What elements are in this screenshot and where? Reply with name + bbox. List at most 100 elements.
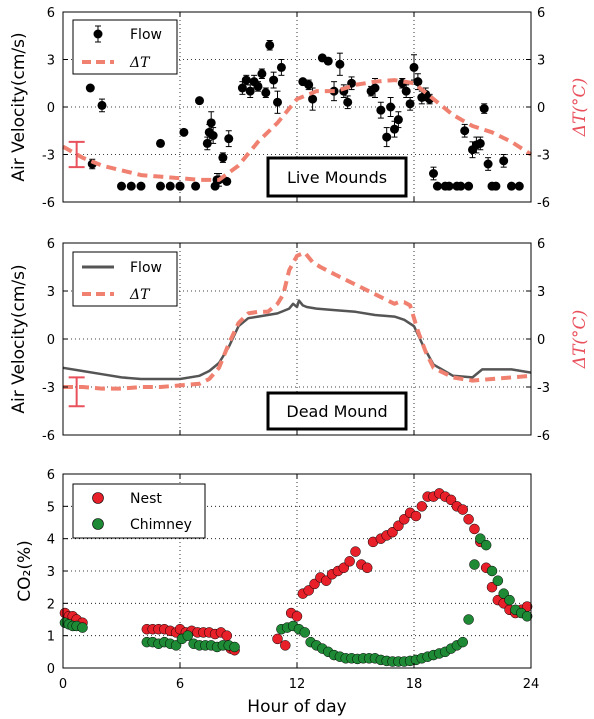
- series-line-flow: [62, 299, 532, 381]
- right-y-tick-label: 3: [537, 285, 545, 300]
- legend: Nest Chimney: [72, 483, 206, 539]
- y-axis-label: Air Velocity(cm/s): [9, 32, 29, 181]
- data-point-chimney: [299, 627, 311, 638]
- data-point-flow: [460, 126, 470, 136]
- x-tick-label: 24: [523, 677, 540, 692]
- data-point-chimney: [77, 622, 88, 633]
- data-point-flow: [191, 181, 201, 191]
- data-point-flow: [308, 94, 318, 104]
- y-axis-label: Air Velocity(cm/s): [9, 264, 29, 413]
- legend-dt-label: ΔT: [129, 55, 151, 71]
- data-point-nest: [410, 510, 422, 522]
- data-point-nest: [463, 514, 474, 525]
- data-point-flow: [456, 181, 466, 191]
- right-y-tick-label: 6: [537, 237, 545, 252]
- data-point-flow: [222, 176, 232, 186]
- y-tick-label: 3: [47, 565, 55, 580]
- legend-flow-marker: [93, 29, 103, 39]
- data-point-nest: [350, 546, 361, 557]
- legend-chimney-label: Chimney: [130, 517, 192, 533]
- legend: Flow ΔT: [72, 251, 178, 307]
- y-tick-label: 6: [47, 237, 55, 252]
- right-y-tick-label: 3: [537, 54, 545, 69]
- data-point-flow: [405, 99, 415, 109]
- y-tick-label: 6: [47, 6, 55, 21]
- right-y-tick-label: -6: [537, 429, 550, 444]
- data-point-flow: [409, 62, 419, 72]
- data-point-flow: [370, 83, 380, 93]
- data-point-chimney: [521, 611, 533, 622]
- right-y-tick-label: -6: [537, 196, 550, 211]
- right-y-tick-label: -3: [537, 149, 550, 164]
- data-point-nest: [457, 504, 468, 515]
- data-point-flow: [261, 88, 271, 98]
- annotation-live-mounds: Live Mounds: [287, 168, 387, 187]
- data-point-flow: [429, 169, 438, 178]
- data-point-flow: [245, 86, 255, 96]
- legend: Flow ΔT: [72, 19, 178, 75]
- right-y-axis-label: ΔT(°C): [570, 78, 590, 137]
- data-point-chimney: [457, 636, 468, 648]
- data-point-flow: [390, 124, 399, 134]
- data-point-flow: [208, 131, 218, 140]
- series-line-delta-t: [62, 78, 533, 182]
- data-point-nest: [469, 523, 480, 535]
- legend-nest-marker: [92, 492, 104, 504]
- data-point-flow: [432, 181, 442, 191]
- data-point-flow: [376, 105, 386, 115]
- panel-live-mounds: -6 -3 0 3 6 -6 -3 0 3 6 Air Velocity(cm/s) ΔT(°C)…: [9, 6, 590, 211]
- y-tick-label: 0: [47, 333, 55, 348]
- data-point-flow: [224, 134, 234, 144]
- data-point-flow: [117, 181, 126, 191]
- data-point-nest: [344, 556, 355, 567]
- data-point-flow: [257, 69, 267, 79]
- x-tick-label: 0: [59, 677, 67, 692]
- data-point-chimney: [229, 641, 240, 653]
- data-point-chimney: [504, 594, 515, 606]
- x-axis-label: Hour of day: [247, 697, 346, 717]
- y-tick-label: 0: [47, 662, 55, 677]
- annotation-box: Live Mounds: [266, 156, 408, 198]
- data-point-flow: [323, 56, 333, 66]
- data-point-flow: [179, 127, 189, 137]
- legend-chimney-marker: [92, 518, 104, 530]
- panel-dead-mound: -6 -3 0 3 6 -6 -3 0 3 6 Air Velocity(cm/s) ΔT(°C)…: [9, 237, 590, 444]
- data-point-flow: [499, 156, 509, 166]
- data-point-flow: [97, 100, 107, 110]
- data-point-nest: [280, 640, 291, 651]
- y-axis-label: CO₂(%): [15, 540, 35, 601]
- data-point-flow: [136, 181, 146, 191]
- legend-nest-label: Nest: [130, 491, 162, 507]
- data-point-flow: [206, 118, 216, 128]
- data-point-flow: [265, 40, 275, 50]
- data-point-flow: [165, 181, 175, 191]
- data-point-flow: [237, 83, 247, 93]
- data-point-flow: [483, 159, 493, 169]
- right-y-tick-label: -3: [537, 381, 550, 396]
- y-tick-label: 3: [47, 285, 55, 300]
- data-point-flow: [413, 77, 423, 87]
- y-tick-label: -3: [42, 149, 55, 164]
- data-point-nest: [416, 501, 428, 512]
- data-point-flow: [126, 181, 136, 191]
- data-point-chimney: [486, 565, 498, 577]
- annotation-box: Dead Mound: [266, 391, 408, 431]
- data-point-flow: [507, 181, 516, 191]
- data-point-flow: [464, 181, 474, 191]
- data-point-flow: [382, 132, 392, 142]
- data-point-nest: [361, 562, 373, 574]
- series-line-delta-t: [63, 250, 532, 391]
- data-point-chimney: [463, 614, 474, 625]
- data-point-flow: [253, 81, 263, 91]
- legend-dt-label: ΔT: [129, 287, 151, 303]
- legend-flow-label: Flow: [130, 27, 162, 43]
- data-point-flow: [202, 138, 212, 148]
- right-y-tick-label: 0: [537, 333, 545, 348]
- data-point-chimney: [492, 575, 504, 586]
- data-point-nest: [272, 633, 283, 645]
- data-point-flow: [241, 75, 251, 85]
- data-point-flow: [514, 181, 524, 191]
- data-point-chimney: [480, 539, 492, 551]
